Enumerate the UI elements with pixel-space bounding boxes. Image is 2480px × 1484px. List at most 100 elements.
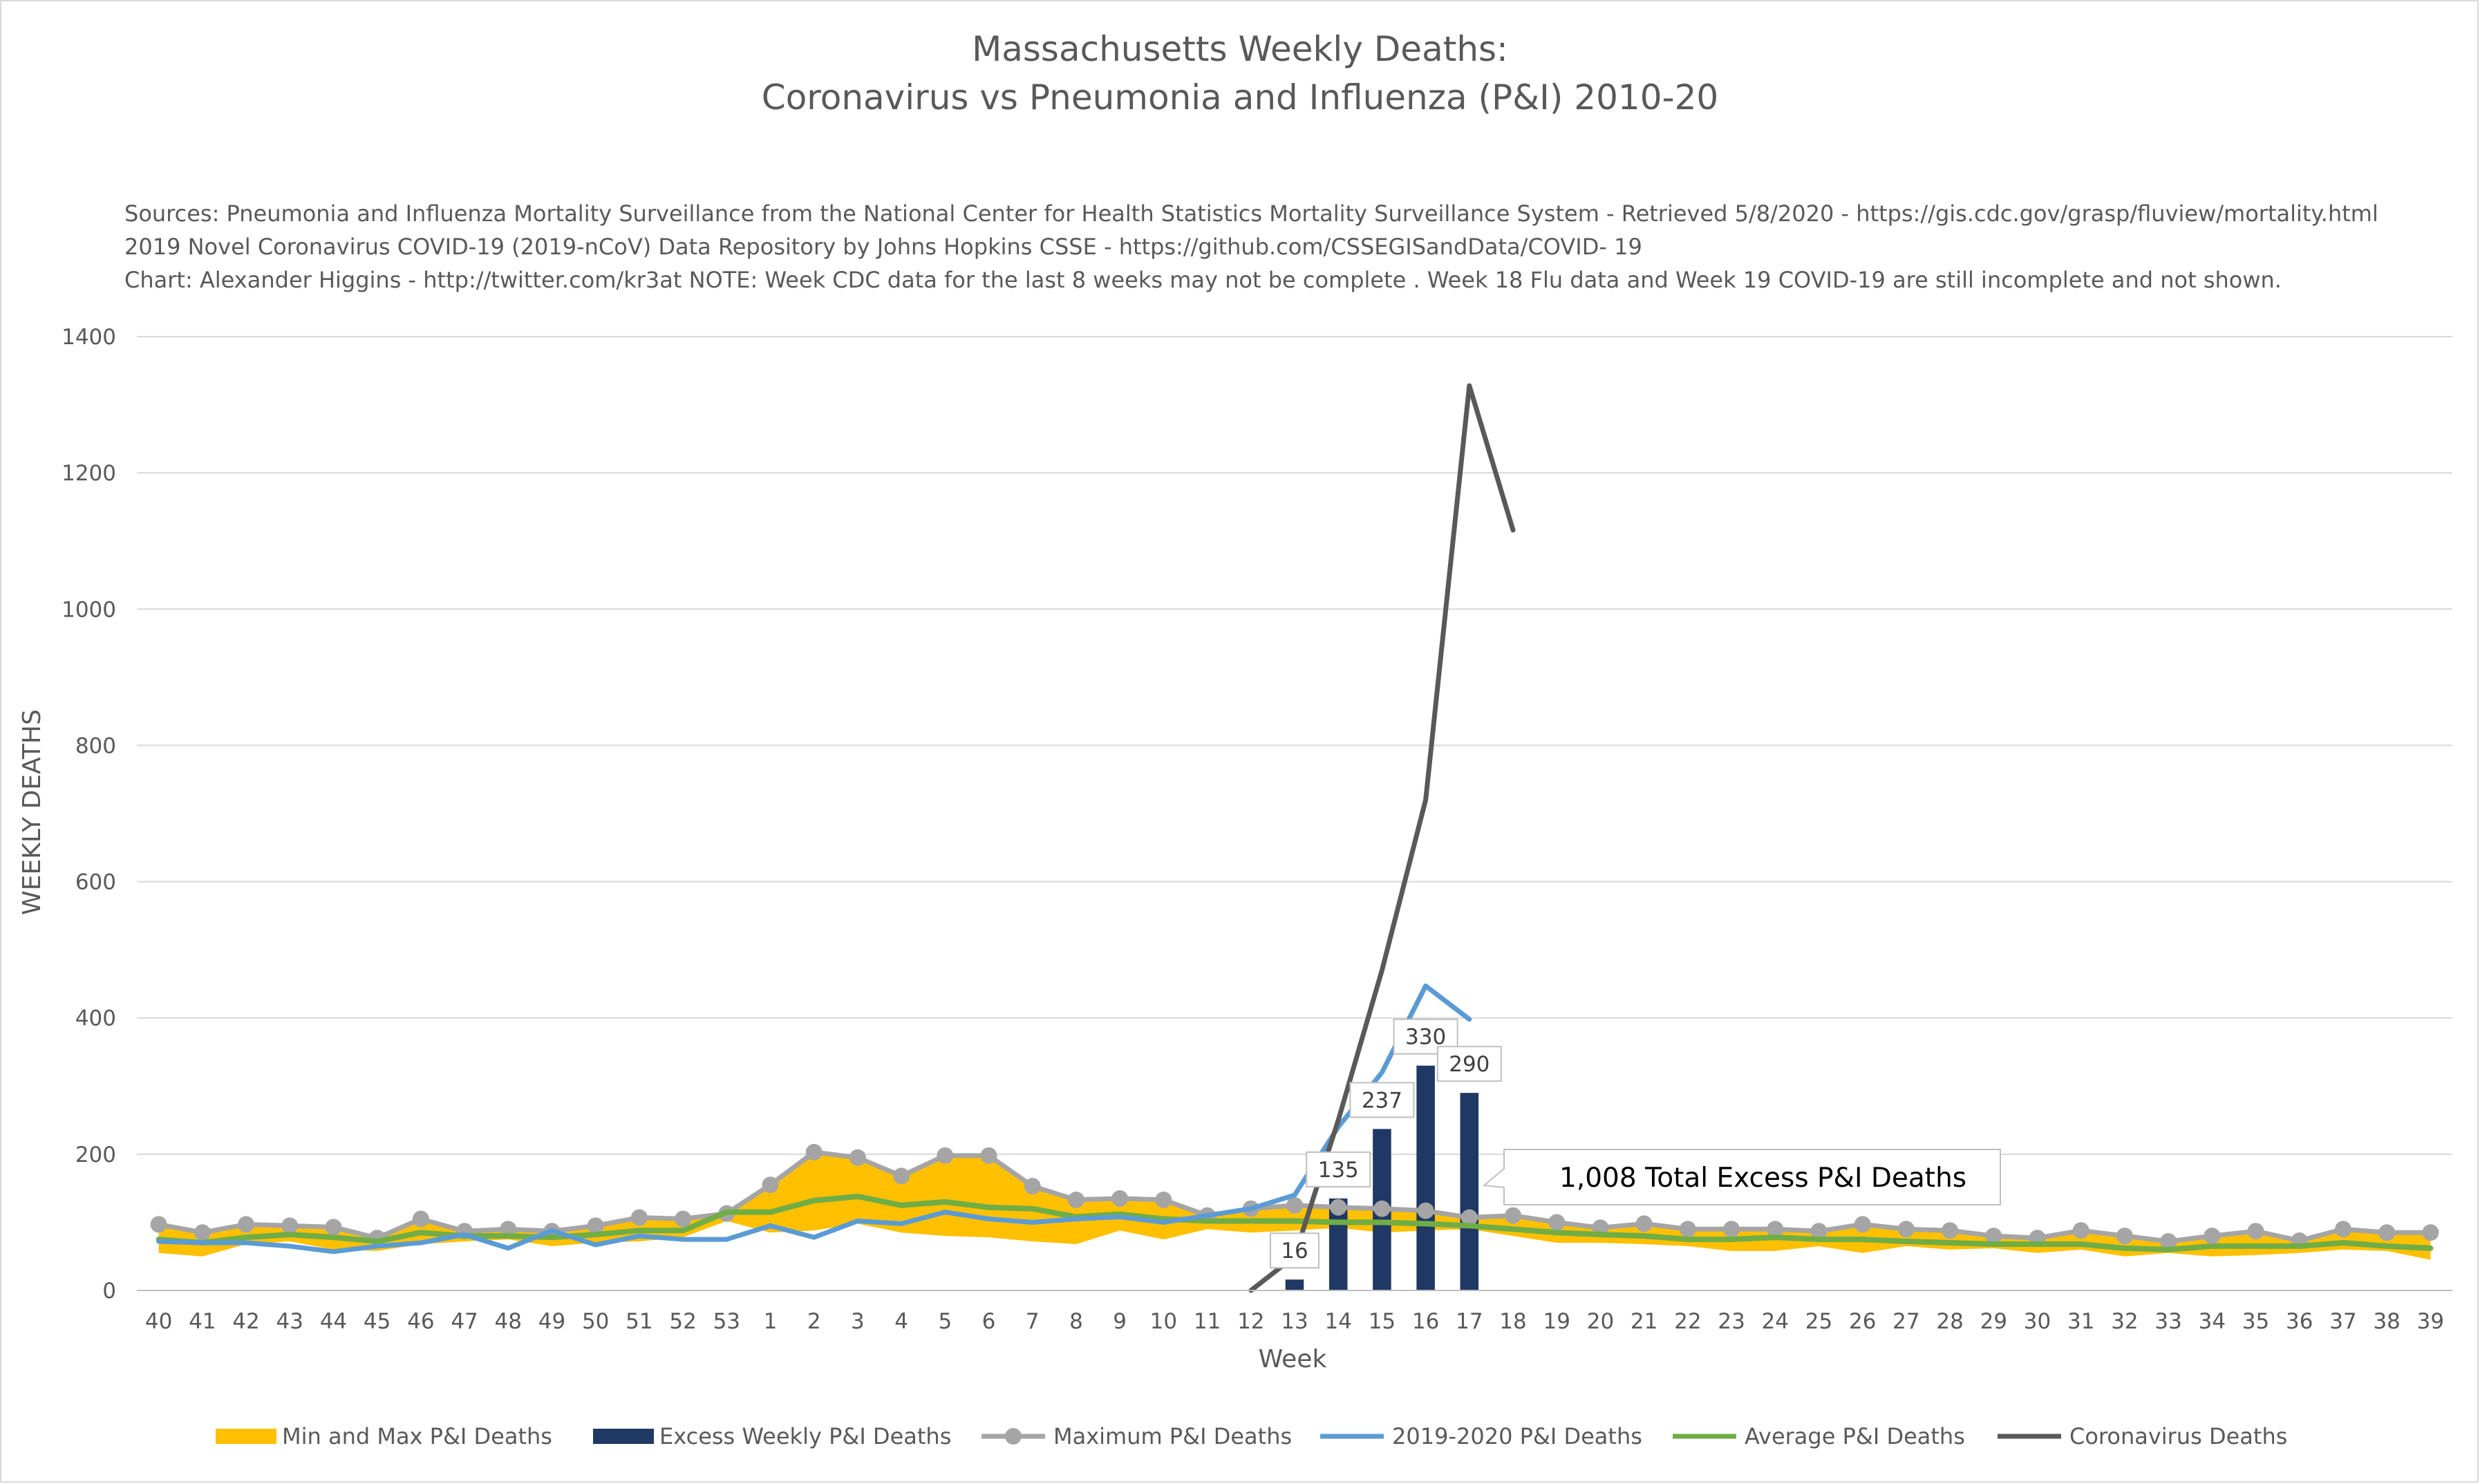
source-note-3: Chart: Alexander Higgins - http://twitte… <box>124 267 2282 293</box>
x-tick-label: 32 <box>2111 1309 2138 1334</box>
series-marker <box>630 1209 648 1226</box>
x-tick-label: 20 <box>1587 1309 1614 1334</box>
series-marker <box>2378 1224 2396 1241</box>
callout-text: 1,008 Total Excess P&I Deaths <box>1559 1163 1966 1194</box>
annotation-callout: 1,008 Total Excess P&I Deaths <box>1482 1149 2001 1205</box>
series-marker <box>1942 1222 1959 1239</box>
series-marker <box>893 1167 910 1185</box>
y-tick-label: 600 <box>75 870 116 895</box>
series-marker <box>194 1224 211 1241</box>
x-tick-label: 30 <box>2024 1309 2051 1334</box>
x-tick-label: 21 <box>1631 1309 1657 1334</box>
series-marker <box>2160 1233 2177 1250</box>
x-tick-label: 11 <box>1194 1309 1221 1334</box>
x-tick-label: 29 <box>1980 1309 2007 1334</box>
series-marker <box>412 1210 429 1228</box>
series-marker <box>1897 1221 1915 1238</box>
x-tick-label: 44 <box>320 1309 347 1334</box>
x-tick-label: 27 <box>1892 1309 1919 1334</box>
series-marker <box>150 1216 167 1233</box>
x-tick-label: 26 <box>1849 1309 1876 1334</box>
series-marker <box>238 1216 255 1233</box>
x-tick-label: 25 <box>1805 1309 1832 1334</box>
x-tick-label: 24 <box>1762 1309 1789 1334</box>
x-tick-label: 43 <box>276 1309 303 1334</box>
series-marker <box>1111 1190 1129 1207</box>
y-tick-label: 1000 <box>62 597 116 622</box>
data-label-box <box>1349 1082 1415 1118</box>
x-tick-label: 22 <box>1674 1309 1701 1334</box>
series-marker <box>587 1217 604 1234</box>
series-marker <box>1373 1200 1391 1217</box>
y-tick-label: 1400 <box>62 325 116 350</box>
x-tick-label: 40 <box>145 1309 172 1334</box>
y-tick-label: 1200 <box>62 461 116 486</box>
chart-title: Massachusetts Weekly Deaths: <box>972 29 1508 69</box>
x-tick-label: 10 <box>1150 1309 1177 1334</box>
data-label: 16 <box>1281 1239 1308 1264</box>
series-marker <box>1067 1191 1084 1208</box>
x-tick-label: 9 <box>1113 1309 1127 1334</box>
series-marker <box>1854 1216 1871 1233</box>
x-tick-label: 5 <box>938 1309 952 1334</box>
legend-label: Min and Max P&I Deaths <box>282 1423 552 1449</box>
data-label: 290 <box>1449 1052 1490 1077</box>
legend-label: Maximum P&I Deaths <box>1053 1423 1292 1449</box>
x-tick-label: 34 <box>2199 1309 2226 1334</box>
x-tick-label: 51 <box>626 1309 652 1334</box>
series-marker <box>675 1210 692 1228</box>
series-marker <box>1330 1199 1347 1216</box>
series-marker <box>1810 1223 1828 1240</box>
x-tick-label: 2 <box>807 1309 821 1334</box>
series-marker <box>2247 1223 2264 1240</box>
series-lines <box>150 383 2439 1293</box>
gridlines <box>137 336 2452 1155</box>
x-tick-label: 49 <box>538 1309 565 1334</box>
x-tick-label: 6 <box>982 1309 996 1334</box>
x-tick-label: 17 <box>1456 1309 1483 1334</box>
y-tick-label: 200 <box>75 1143 116 1167</box>
x-tick-label: 13 <box>1281 1309 1308 1334</box>
data-label-box <box>1306 1151 1371 1187</box>
x-tick-label: 36 <box>2286 1309 2313 1334</box>
legend-label: Excess Weekly P&I Deaths <box>659 1423 951 1449</box>
legend-label: Average P&I Deaths <box>1745 1423 1965 1449</box>
x-tick-label: 15 <box>1369 1309 1396 1334</box>
x-tick-label: 39 <box>2417 1309 2444 1334</box>
data-label: 135 <box>1318 1158 1359 1183</box>
series-marker <box>1767 1221 1784 1238</box>
series-marker <box>1723 1221 1740 1238</box>
x-tick-label: 7 <box>1026 1309 1040 1334</box>
source-note-1: Sources: Pneumonia and Influenza Mortali… <box>124 200 2378 227</box>
legend-swatch <box>216 1429 276 1444</box>
series-marker <box>1460 1209 1478 1226</box>
data-label: 237 <box>1362 1088 1402 1113</box>
series-marker <box>1024 1178 1041 1195</box>
x-tick-label: 53 <box>713 1309 740 1334</box>
x-tick-label: 14 <box>1324 1309 1351 1334</box>
x-tick-label: 3 <box>851 1309 865 1334</box>
series-marker <box>937 1147 954 1164</box>
x-tick-label: 16 <box>1412 1309 1439 1334</box>
series-marker <box>805 1143 823 1161</box>
y-axis-title: WEEKLY DEATHS <box>18 709 46 915</box>
series-marker <box>849 1149 866 1166</box>
series-marker <box>325 1219 342 1236</box>
x-tick-label: 37 <box>2329 1309 2356 1334</box>
x-tick-label: 4 <box>894 1309 908 1334</box>
y-tick-label: 0 <box>102 1279 116 1304</box>
series-marker <box>1286 1196 1303 1214</box>
data-label-box <box>1436 1046 1502 1082</box>
x-tick-label: 35 <box>2242 1309 2269 1334</box>
y-tick-label: 800 <box>75 733 116 758</box>
x-tick-label: 1 <box>764 1309 778 1334</box>
callout-box <box>1482 1149 2001 1205</box>
x-tick-label: 8 <box>1069 1309 1083 1334</box>
x-tick-label: 18 <box>1499 1309 1526 1334</box>
series-marker <box>1679 1221 1696 1238</box>
legend-marker <box>1005 1428 1022 1445</box>
excess-bar <box>1460 1093 1479 1290</box>
